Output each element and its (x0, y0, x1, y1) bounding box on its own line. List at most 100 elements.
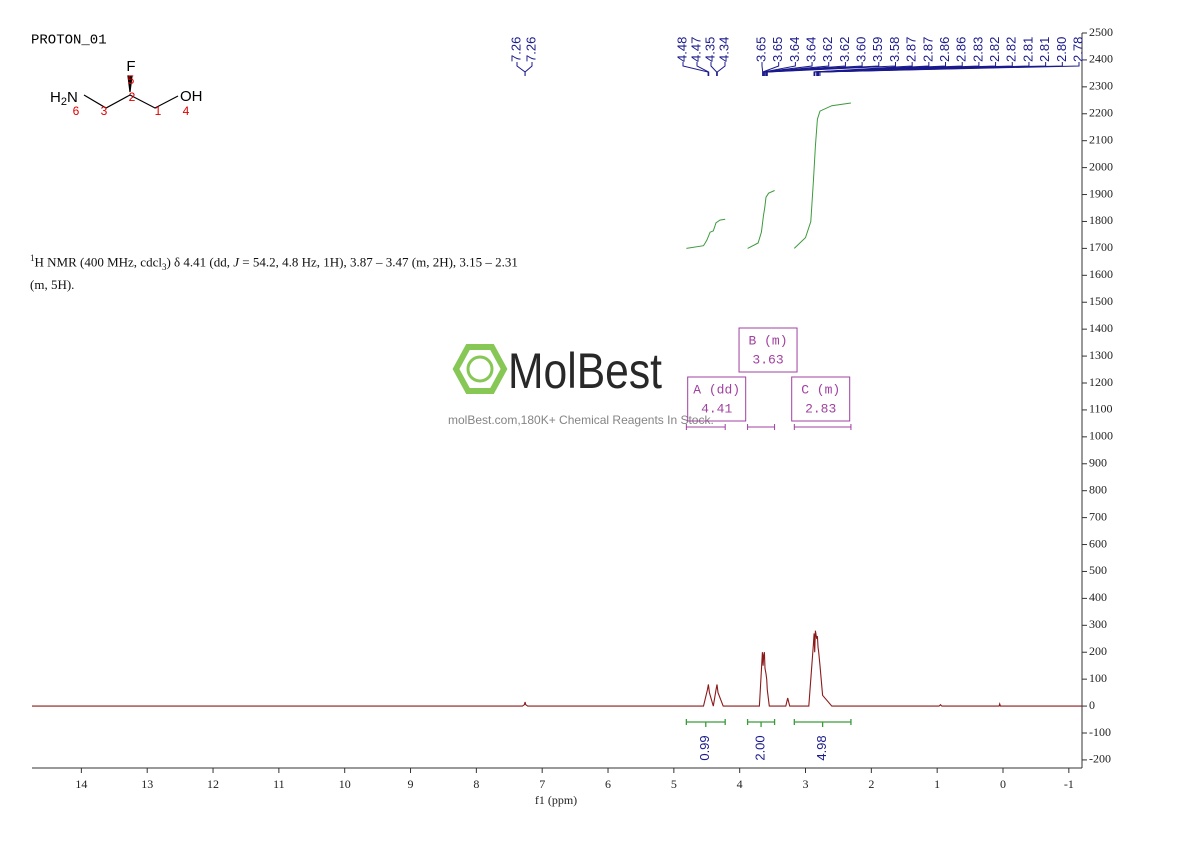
y-tick-label: 2000 (1089, 159, 1113, 173)
y-tick-label: 1000 (1089, 429, 1113, 443)
integral-curve (686, 218, 726, 249)
multiplet-range (747, 424, 776, 430)
x-tick-label: 0 (1000, 777, 1006, 791)
wedge-bond (127, 75, 133, 93)
logo (452, 344, 508, 394)
atom-number: 1 (155, 104, 162, 118)
text: = 54.2, 4.8 Hz, 1H), 3.87 – 3.47 (m, 2H)… (239, 254, 518, 270)
peak-connector (524, 62, 533, 76)
y-tick-label: 1300 (1089, 348, 1113, 362)
peak-label: 2.78 (1070, 37, 1085, 62)
text: J (233, 254, 240, 270)
y-tick-label: 200 (1089, 644, 1107, 658)
y-tick-label: 700 (1089, 509, 1107, 523)
peak-label: 2.82 (1004, 37, 1019, 62)
y-tick-label: 500 (1089, 563, 1107, 577)
y-tick-label: 1500 (1089, 294, 1113, 308)
y-tick-label: 300 (1089, 617, 1107, 631)
chart-title: PROTON_01 (31, 33, 107, 49)
atom-label: N (67, 89, 78, 106)
multiplet-shift: 4.41 (701, 401, 732, 416)
y-tick-label: 1800 (1089, 213, 1113, 227)
integral-bracket (746, 719, 776, 727)
peak-label: 3.65 (753, 37, 768, 62)
y-tick-label: 600 (1089, 536, 1107, 550)
peak-connector (766, 62, 896, 76)
peak-label: 4.47 (688, 37, 703, 62)
multiplet-box (687, 376, 747, 422)
integral-bracket (685, 719, 726, 727)
y-tick-label: 1400 (1089, 321, 1113, 335)
x-tick-label: 6 (605, 777, 611, 791)
peak-label: 3.64 (803, 37, 818, 62)
x-tick-label: 2 (868, 777, 874, 791)
atom-label: OH (180, 88, 203, 105)
peak-label: 2.82 (987, 37, 1002, 62)
text: (m, 5H). (30, 276, 75, 292)
integral-label: 0.99 (697, 735, 712, 760)
multiplet-name: A (dd) (693, 382, 740, 397)
y-tick-label: 1700 (1089, 240, 1113, 254)
atom-number: 2 (129, 90, 136, 104)
multiplet-name: C (m) (801, 382, 840, 397)
y-tick-label: 2400 (1089, 52, 1113, 66)
x-tick-label: 4 (737, 777, 743, 791)
y-tick-label: 0 (1089, 698, 1095, 712)
molecule (83, 75, 179, 109)
bond (83, 94, 179, 109)
x-tick-label: 9 (408, 777, 414, 791)
watermark-tagline: molBest.com,180K+ Chemical Reagents In S… (448, 413, 714, 427)
logo (466, 355, 494, 383)
multiplet-range (685, 424, 726, 430)
watermark-brand: MolBest (508, 343, 662, 399)
peak-connector (762, 62, 780, 76)
y-tick-label: 1600 (1089, 267, 1113, 281)
peak-connector (764, 62, 846, 76)
integral-curve (793, 102, 851, 249)
x-tick-label: 3 (803, 777, 809, 791)
y-tick-label: -200 (1089, 752, 1111, 766)
multiplet-box (738, 327, 798, 373)
text: 1 (30, 253, 35, 263)
x-tick-label: 8 (473, 777, 479, 791)
peak-label: 3.65 (770, 37, 785, 62)
integral-curve (747, 190, 775, 249)
peak-connector (762, 62, 813, 76)
peak-connector (516, 62, 526, 76)
multiplet-box (791, 376, 851, 422)
peak-label: 2.86 (954, 37, 969, 62)
y-tick-label: 1900 (1089, 186, 1113, 200)
x-tick-label: 1 (934, 777, 940, 791)
atom-number: 4 (183, 104, 190, 118)
atom-number: 3 (101, 104, 108, 118)
watermark: MolBest molBest.com,180K+ Chemical Reage… (448, 343, 714, 427)
peak-label: 2.80 (1054, 37, 1069, 62)
peak-label: 3.62 (837, 37, 852, 62)
y-tick-label: 800 (1089, 482, 1107, 496)
multiplet-range (793, 424, 852, 430)
x-tick-label: -1 (1064, 777, 1074, 791)
y-tick-label: 400 (1089, 590, 1107, 604)
peak-label: 2.81 (1037, 37, 1052, 62)
peak-label: 7.26 (508, 37, 523, 62)
y-tick-label: 900 (1089, 456, 1107, 470)
peak-label: 4.35 (702, 37, 717, 62)
y-tick-label: 2200 (1089, 106, 1113, 120)
description: 1H NMR (400 MHz, cdcl3) δ 4.41 (dd, J = … (30, 250, 518, 293)
atom-number: 6 (73, 104, 80, 118)
peak-label: 4.48 (674, 37, 689, 62)
x-tick-label: 10 (339, 777, 351, 791)
peak-label: 2.87 (904, 37, 919, 62)
x-tick-label: 5 (671, 777, 677, 791)
x-tick-label: 7 (539, 777, 545, 791)
y-tick-label: 1200 (1089, 375, 1113, 389)
x-axis-label: f1 (ppm) (535, 793, 577, 807)
text: ) δ 4.41 (dd, (166, 254, 234, 270)
text: H NMR (400 MHz, cdcl (34, 254, 162, 270)
peak-connector (682, 62, 709, 76)
atom-label: 2 (61, 96, 67, 108)
peak-label: 3.64 (787, 37, 802, 62)
atom-label: F (126, 58, 135, 75)
integral-bracket (793, 719, 852, 727)
